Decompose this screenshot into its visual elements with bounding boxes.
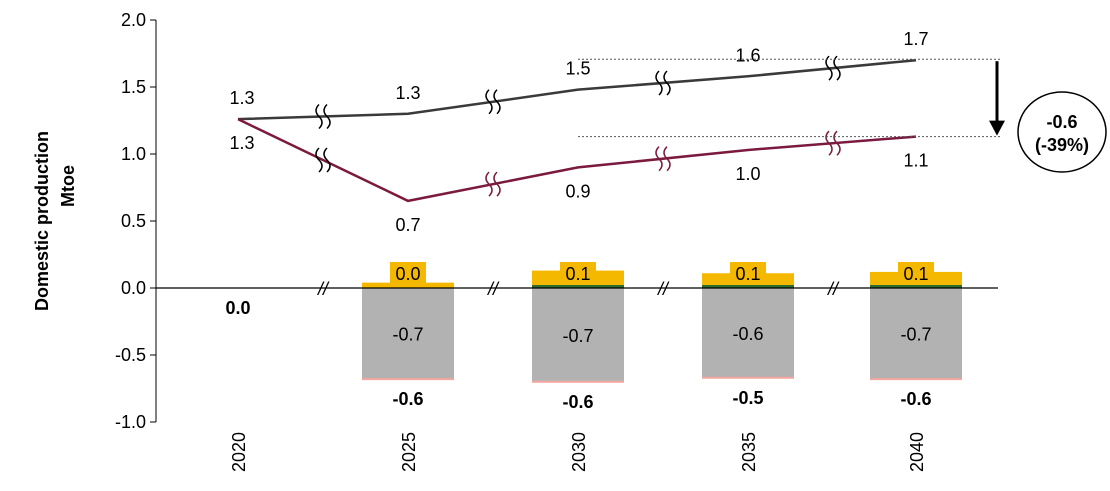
y-tick-label: 0.5 xyxy=(121,211,146,231)
zero-break-mark: // xyxy=(486,279,500,299)
x-category-label: 2040 xyxy=(907,432,927,472)
baseline-value-label: 1.3 xyxy=(395,83,420,103)
difference-arrow-head xyxy=(989,120,1005,136)
y-axis-title: Domestic production xyxy=(32,131,52,311)
bar-net-label: -0.6 xyxy=(392,389,423,409)
baseline-value-label: 1.5 xyxy=(565,59,590,79)
scenario-break-mark xyxy=(833,130,841,156)
bar-negative-segment xyxy=(870,288,962,380)
bar-positive-base xyxy=(870,285,962,288)
bar-net-label: 0.0 xyxy=(225,298,250,318)
y-tick-label: 0.0 xyxy=(121,278,146,298)
scenario-value-label: 0.7 xyxy=(395,215,420,235)
bar-negative-segment xyxy=(702,288,794,378)
baseline-break-mark xyxy=(493,89,501,115)
bar-negative-label: -0.7 xyxy=(392,325,423,345)
bar-negative-label: -0.7 xyxy=(562,326,593,346)
baseline-break-mark xyxy=(323,103,331,130)
baseline-break-mark xyxy=(663,70,671,96)
scenario-break-mark xyxy=(493,171,501,197)
bar-net-label: -0.6 xyxy=(562,392,593,412)
scenario-line xyxy=(237,118,917,203)
scenario-break-mark xyxy=(485,171,493,197)
scenario-value-label: 0.9 xyxy=(565,181,590,201)
bar-positive-label-bg xyxy=(898,262,934,284)
scenario-value-label: 1.0 xyxy=(735,164,760,184)
scenario-break-mark xyxy=(315,147,323,173)
bar-positive-label: 0.0 xyxy=(395,264,420,284)
bar-negative-label: -0.6 xyxy=(732,324,763,344)
difference-annotation-percent: (-39%) xyxy=(1035,135,1089,155)
bar-negative-edge xyxy=(532,380,624,383)
bar-positive-label: 0.1 xyxy=(735,264,760,284)
bar-negative-label: -0.7 xyxy=(900,325,931,345)
x-category-label: 2025 xyxy=(399,432,419,472)
bar-positive-label: 0.1 xyxy=(565,264,590,284)
scenario-value-label: 1.3 xyxy=(229,133,254,153)
x-category-label: 2030 xyxy=(569,432,589,472)
scenario-break-mark xyxy=(323,147,331,173)
zero-break-mark: // xyxy=(656,279,670,299)
zero-break-mark: // xyxy=(316,279,330,299)
bar-net-label: -0.6 xyxy=(900,389,931,409)
difference-annotation-value: -0.6 xyxy=(1046,112,1077,132)
baseline-value-label: 1.7 xyxy=(903,29,928,49)
baseline-break-mark xyxy=(655,70,663,96)
bar-negative-edge xyxy=(362,378,454,381)
baseline-value-label: 1.6 xyxy=(735,45,760,65)
baseline-break-mark xyxy=(485,89,493,115)
bar-positive-label-bg xyxy=(560,262,596,284)
scenario-break-mark xyxy=(663,146,671,172)
scenario-break-mark xyxy=(655,146,663,172)
baseline-value-label: 1.3 xyxy=(229,88,254,108)
y-axis-unit: Mtoe xyxy=(58,165,78,207)
bar-negative-segment xyxy=(532,288,624,382)
bar-positive-base xyxy=(702,285,794,288)
y-tick-label: -0.5 xyxy=(115,345,146,365)
y-tick-label: 2.0 xyxy=(121,10,146,30)
y-tick-label: 1.0 xyxy=(121,144,146,164)
bar-net-label: -0.5 xyxy=(732,388,763,408)
x-category-label: 2020 xyxy=(229,432,249,472)
x-category-label: 2035 xyxy=(739,432,759,472)
bar-positive-base xyxy=(532,285,624,288)
bar-positive-label: 0.1 xyxy=(903,264,928,284)
difference-annotation-ellipse xyxy=(1017,91,1107,173)
bar-positive-segment xyxy=(362,282,454,288)
baseline-line xyxy=(237,58,917,121)
zero-break-mark: // xyxy=(826,279,840,299)
scenario-break-mark xyxy=(825,130,833,156)
baseline-break-mark xyxy=(315,103,323,130)
bar-negative-segment xyxy=(362,288,454,380)
bar-negative-edge xyxy=(702,376,794,379)
scenario-value-label: 1.1 xyxy=(903,151,928,171)
bar-negative-edge xyxy=(870,378,962,381)
bar-positive-label-bg xyxy=(730,262,766,284)
y-tick-label: -1.0 xyxy=(115,412,146,432)
y-tick-label: 1.5 xyxy=(121,77,146,97)
bar-positive-label-bg xyxy=(390,262,426,284)
